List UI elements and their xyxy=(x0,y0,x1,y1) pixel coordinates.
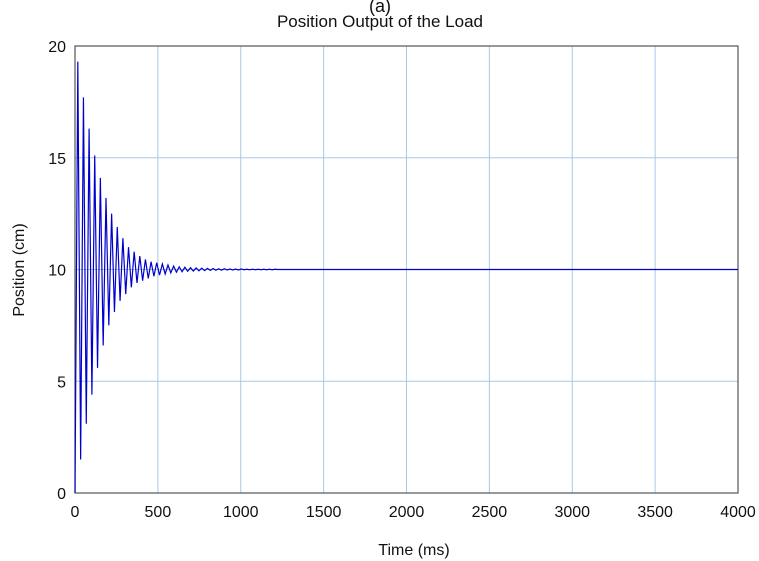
x-tick-label: 3000 xyxy=(554,504,590,521)
y-axis-label: Position (cm) xyxy=(11,223,28,316)
x-axis-label: Time (ms) xyxy=(378,542,449,559)
y-tick-label: 20 xyxy=(48,39,66,56)
y-tick-label: 5 xyxy=(57,374,66,391)
x-tick-label: 4000 xyxy=(720,504,756,521)
y-tick-label: 15 xyxy=(48,151,66,168)
x-tick-label: 2000 xyxy=(389,504,425,521)
x-tick-label: 1500 xyxy=(306,504,342,521)
y-tick-label: 10 xyxy=(48,263,66,280)
x-tick-label: 500 xyxy=(145,504,172,521)
x-tick-label: 2500 xyxy=(472,504,508,521)
series-line xyxy=(74,61,738,494)
y-tick-labels: 0 5 10 15 20 xyxy=(48,39,66,503)
header-fragment: (a) xyxy=(369,0,391,16)
x-tick-label: 1000 xyxy=(223,504,259,521)
x-tick-label: 0 xyxy=(71,504,80,521)
y-tick-label: 0 xyxy=(57,486,66,503)
x-tick-labels: 0 500 1000 1500 2000 2500 3000 3500 4000 xyxy=(71,504,756,521)
chart-title: Position Output of the Load xyxy=(277,12,483,31)
x-tick-label: 3500 xyxy=(637,504,673,521)
